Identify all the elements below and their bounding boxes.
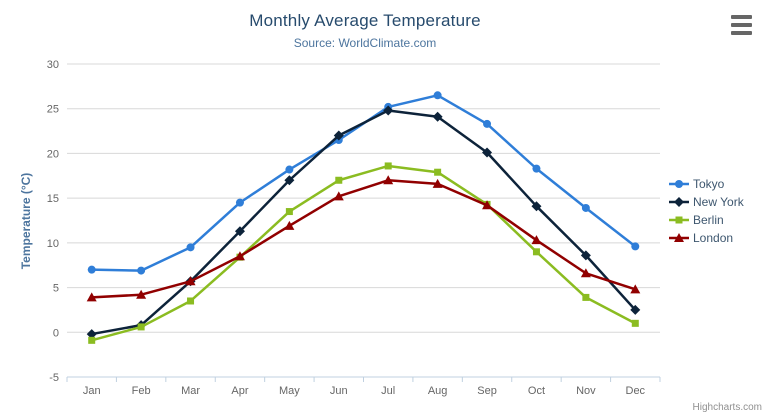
y-axis-label: 25	[47, 104, 59, 116]
y-axis-label: 20	[47, 148, 59, 160]
legend-marker-circle-icon	[669, 180, 689, 188]
marker-berlin[interactable]	[88, 336, 96, 344]
marker-new-york[interactable]	[333, 130, 344, 141]
legend-label: Berlin	[693, 213, 724, 227]
legend-label: New York	[693, 195, 744, 209]
credits-link[interactable]: Highcharts.com	[692, 402, 762, 413]
marker-berlin[interactable]	[187, 297, 195, 305]
marker-tokyo[interactable]	[186, 243, 195, 252]
legend-item-tokyo[interactable]: Tokyo	[669, 175, 744, 193]
marker-london[interactable]	[580, 268, 591, 278]
marker-tokyo[interactable]	[235, 198, 244, 207]
marker-london[interactable]	[136, 289, 147, 299]
legend-item-london[interactable]: London	[669, 229, 744, 247]
marker-london[interactable]	[86, 292, 97, 302]
x-axis-label: Mar	[181, 385, 200, 397]
series-line-london	[91, 179, 636, 299]
marker-berlin[interactable]	[631, 319, 639, 327]
series-line-tokyo	[91, 94, 637, 272]
x-axis-label: Oct	[528, 385, 545, 397]
y-axis-label: 5	[53, 283, 59, 295]
x-axis-label: Jul	[381, 385, 395, 397]
y-axis-label: -5	[49, 372, 59, 384]
x-axis-label: Dec	[626, 385, 646, 397]
x-axis-label: Sep	[477, 385, 497, 397]
legend-item-new-york[interactable]: New York	[669, 193, 744, 211]
marker-london[interactable]	[630, 284, 641, 294]
marker-london[interactable]	[333, 191, 344, 201]
marker-new-york[interactable]	[383, 105, 394, 116]
marker-london[interactable]	[234, 251, 245, 261]
marker-tokyo[interactable]	[285, 165, 294, 174]
marker-tokyo[interactable]	[581, 203, 590, 212]
marker-new-york[interactable]	[234, 226, 245, 237]
legend-marker-diamond-icon	[669, 197, 689, 207]
y-axis-title: Temperature (°C)	[19, 172, 33, 270]
legend-marker-triangle-icon	[669, 233, 689, 242]
marker-new-york[interactable]	[86, 329, 97, 340]
x-axis-label: Aug	[428, 385, 448, 397]
marker-london[interactable]	[531, 235, 542, 245]
marker-tokyo[interactable]	[483, 119, 492, 128]
marker-new-york[interactable]	[531, 201, 542, 212]
legend-label: Tokyo	[693, 177, 725, 191]
marker-tokyo[interactable]	[631, 242, 640, 251]
marker-new-york[interactable]	[580, 250, 591, 261]
y-axis-label: 10	[47, 238, 59, 250]
series-line-berlin	[91, 164, 636, 342]
marker-london[interactable]	[482, 200, 493, 210]
marker-new-york[interactable]	[432, 111, 443, 122]
marker-berlin[interactable]	[335, 176, 343, 184]
marker-tokyo[interactable]	[87, 265, 96, 274]
x-axis-label: May	[279, 385, 300, 397]
marker-london[interactable]	[185, 276, 196, 286]
marker-berlin[interactable]	[582, 293, 590, 301]
marker-tokyo[interactable]	[532, 164, 541, 173]
marker-new-york[interactable]	[482, 147, 493, 158]
x-axis-label: Jun	[330, 385, 348, 397]
x-axis-label: Jan	[83, 385, 101, 397]
legend-item-berlin[interactable]: Berlin	[669, 211, 744, 229]
y-axis-label: 30	[47, 59, 59, 71]
marker-berlin[interactable]	[384, 162, 392, 170]
marker-tokyo[interactable]	[433, 91, 442, 100]
marker-berlin[interactable]	[434, 168, 442, 176]
marker-new-york[interactable]	[284, 175, 295, 186]
marker-london[interactable]	[284, 220, 295, 230]
export-menu-button[interactable]	[730, 14, 756, 36]
y-axis-label: 0	[53, 327, 59, 339]
marker-berlin[interactable]	[285, 208, 293, 216]
x-axis-label: Apr	[231, 385, 248, 397]
marker-new-york[interactable]	[630, 304, 641, 315]
marker-tokyo[interactable]	[137, 266, 146, 275]
marker-london[interactable]	[432, 178, 443, 188]
legend-marker-square-icon	[669, 216, 689, 224]
marker-berlin[interactable]	[532, 248, 540, 256]
marker-london[interactable]	[383, 175, 394, 185]
series-line-new-york	[91, 109, 637, 336]
chart-subtitle: Source: WorldClimate.com	[293, 36, 437, 50]
y-axis-label: 15	[47, 193, 59, 205]
chart-title: Monthly Average Temperature	[249, 11, 481, 30]
legend-label: London	[693, 231, 734, 245]
legend: Tokyo New York Berlin London	[669, 175, 744, 247]
marker-berlin[interactable]	[137, 323, 145, 331]
x-axis-label: Nov	[576, 385, 596, 397]
x-axis-label: Feb	[132, 385, 151, 397]
